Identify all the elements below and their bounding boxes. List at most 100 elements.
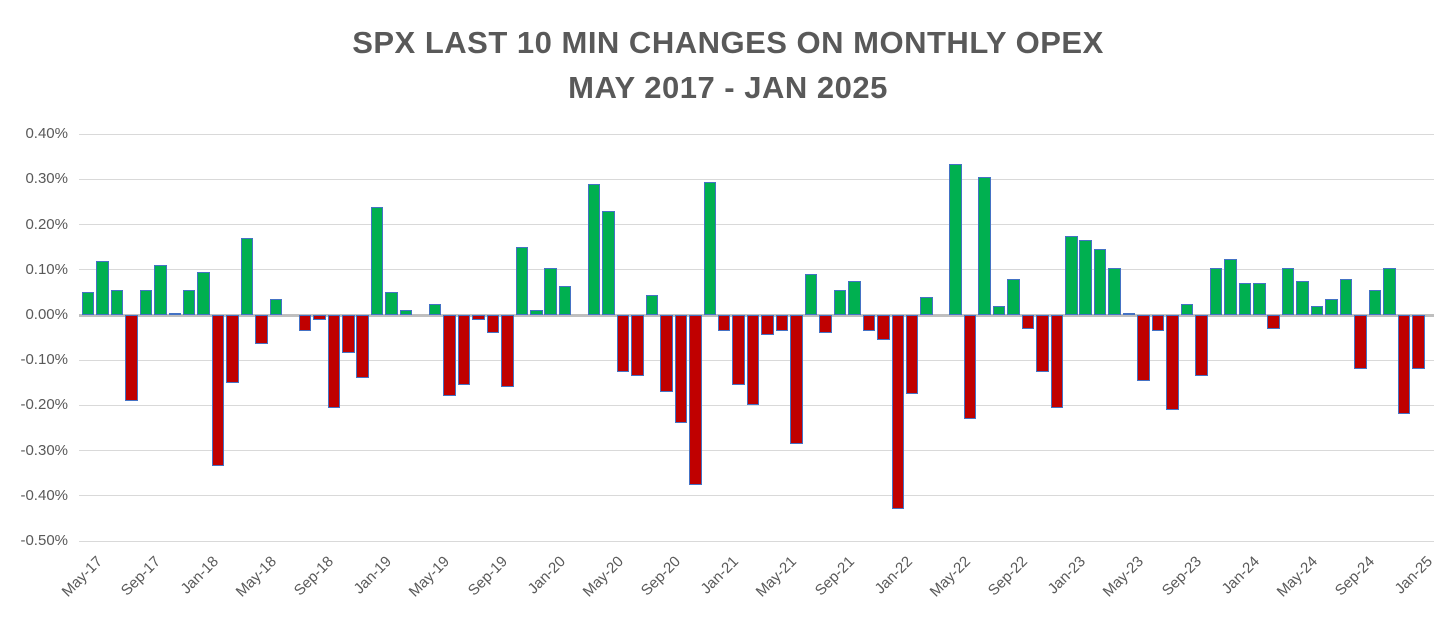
bar-Jul-21 <box>804 274 818 315</box>
bar-Jan-20 <box>544 267 557 315</box>
bar-Feb-24 <box>1253 283 1266 315</box>
bar-Jun-19 <box>443 315 456 397</box>
bar-May-23 <box>1122 312 1136 315</box>
bar-Aug-23 <box>1166 315 1179 410</box>
chart-title-line1: SPX LAST 10 MIN CHANGES ON MONTHLY OPEX <box>352 25 1104 60</box>
bar-Sep-19 <box>486 315 500 334</box>
y-tick-label: 0.40% <box>25 125 68 143</box>
bar-May-24 <box>1296 281 1309 315</box>
bar-Jan-24 <box>1238 283 1252 315</box>
bar-Nov-21 <box>862 315 876 331</box>
bar-Feb-18 <box>211 315 225 467</box>
bar-Jun-21 <box>790 315 803 444</box>
bar-Oct-23 <box>1195 315 1208 377</box>
bar-Jun-20 <box>616 315 630 372</box>
bar-Apr-20 <box>587 183 601 315</box>
bar-Dec-23 <box>1224 258 1237 315</box>
bar-Jul-17 <box>110 290 124 315</box>
bar-Sep-17 <box>139 290 153 315</box>
bar-Mar-19 <box>399 310 413 315</box>
bar-Jun-18 <box>269 299 283 315</box>
bar-Mar-21 <box>746 315 760 406</box>
bar-May-18 <box>255 315 268 345</box>
bar-Oct-17 <box>154 265 167 315</box>
gridline--0.20% <box>79 404 1434 406</box>
gridline--0.50% <box>79 540 1434 542</box>
gridline-0.30% <box>79 178 1434 180</box>
bar-Aug-19 <box>472 315 485 320</box>
bar-Feb-19 <box>385 292 398 315</box>
bar-Sep-21 <box>833 290 847 315</box>
bar-Mar-23 <box>1093 249 1107 315</box>
bar-May-22 <box>949 163 962 315</box>
bar-Sep-24 <box>1354 315 1367 370</box>
bar-Jun-23 <box>1137 315 1150 381</box>
bar-Mar-18 <box>226 315 239 383</box>
bar-Oct-22 <box>1021 315 1035 329</box>
bar-Nov-20 <box>689 315 702 485</box>
bar-Oct-20 <box>674 315 688 424</box>
bar-Jul-20 <box>631 315 644 377</box>
y-tick-label: -0.30% <box>20 441 68 459</box>
bar-May-19 <box>428 303 442 315</box>
bar-Oct-21 <box>848 281 861 315</box>
bar-Feb-20 <box>558 285 572 315</box>
bar-Apr-24 <box>1281 267 1295 315</box>
bar-Dec-22 <box>1050 315 1064 408</box>
bar-Jan-22 <box>891 315 904 510</box>
bar-Nov-17 <box>168 312 181 315</box>
bar-Sep-20 <box>660 315 673 392</box>
bar-Aug-21 <box>819 315 832 334</box>
bar-Jun-22 <box>963 315 977 419</box>
bar-Oct-19 <box>501 315 514 388</box>
bar-Sep-22 <box>1007 278 1020 315</box>
bar-Jul-24 <box>1325 299 1338 315</box>
bar-Mar-22 <box>920 296 933 315</box>
bar-Dec-18 <box>356 315 369 379</box>
y-tick-label: 0.30% <box>25 170 68 188</box>
y-tick-label: 0.00% <box>25 306 68 323</box>
bar-May-20 <box>602 211 615 315</box>
bar-Dec-21 <box>877 315 890 340</box>
y-tick-label: -0.40% <box>20 486 68 504</box>
bar-Jul-19 <box>457 315 471 386</box>
y-tick-label: -0.50% <box>20 532 68 549</box>
bar-Jul-23 <box>1151 315 1165 331</box>
y-tick-label: -0.20% <box>20 396 68 414</box>
bar-Nov-22 <box>1036 315 1049 372</box>
bar-Feb-21 <box>732 315 745 386</box>
bar-Aug-18 <box>298 315 312 331</box>
bar-Jan-23 <box>1065 235 1078 315</box>
chart-title: SPX LAST 10 MIN CHANGES ON MONTHLY OPEX … <box>0 20 1456 110</box>
bar-Aug-24 <box>1339 278 1353 315</box>
bar-Apr-23 <box>1108 267 1121 315</box>
bar-Apr-21 <box>761 315 774 336</box>
bar-Sep-23 <box>1180 303 1194 315</box>
gridline--0.30% <box>79 450 1434 452</box>
bar-May-17 <box>81 292 95 315</box>
bar-Apr-18 <box>240 238 254 315</box>
gridline--0.40% <box>79 495 1434 497</box>
bar-Dec-19 <box>530 310 543 315</box>
bar-Aug-17 <box>125 315 138 401</box>
bar-Jul-22 <box>978 177 991 315</box>
bar-Jan-19 <box>370 206 384 315</box>
bar-Aug-22 <box>992 305 1006 315</box>
chart-title-line2: MAY 2017 - JAN 2025 <box>568 70 888 105</box>
bar-Dec-20 <box>703 181 717 315</box>
bar-Nov-23 <box>1209 267 1223 315</box>
bar-Mar-24 <box>1267 315 1280 329</box>
bar-Jun-24 <box>1310 305 1324 315</box>
y-tick-label: 0.20% <box>25 215 68 233</box>
bar-Feb-22 <box>905 315 919 395</box>
bar-Jan-21 <box>717 315 731 331</box>
bar-Dec-24 <box>1397 315 1411 415</box>
bar-Dec-17 <box>182 290 196 315</box>
gridline-0.10% <box>79 269 1434 271</box>
gridline-0.40% <box>79 133 1434 135</box>
bar-Jan-25 <box>1412 315 1425 370</box>
bar-Sep-18 <box>313 315 326 320</box>
bar-Jan-18 <box>197 272 210 315</box>
bar-Nov-18 <box>342 315 355 354</box>
